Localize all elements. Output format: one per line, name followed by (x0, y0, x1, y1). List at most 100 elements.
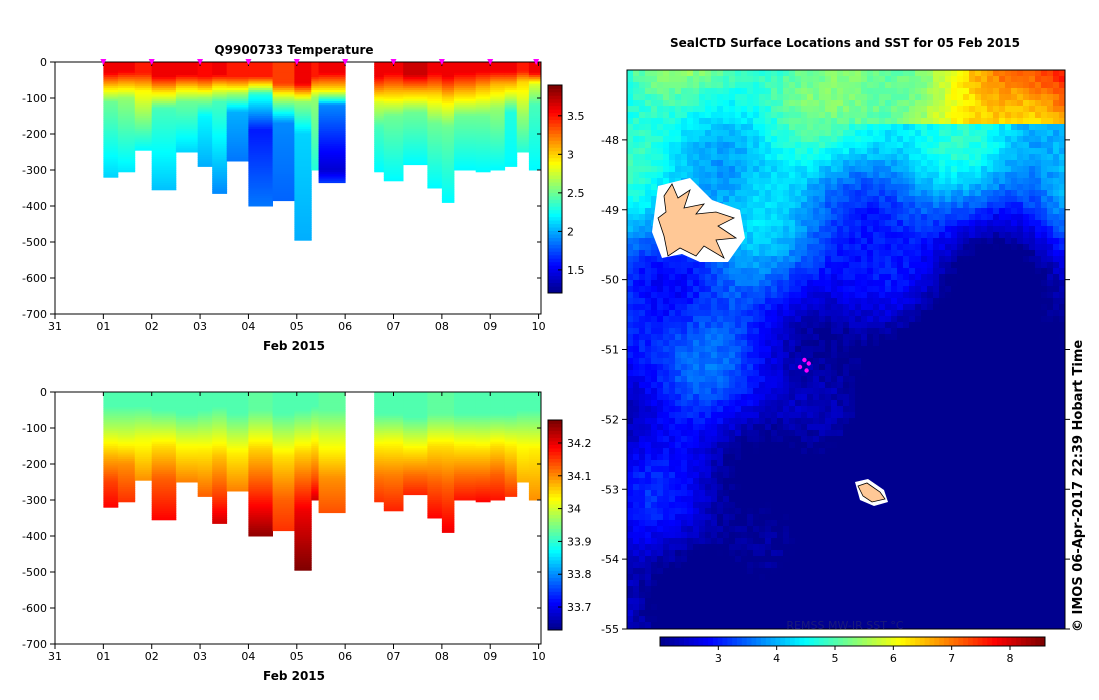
sst-cell (1029, 190, 1036, 197)
sst-cell (1005, 202, 1012, 209)
temperature-profile-22-cell (516, 116, 530, 119)
salinity-profile-9-cell (272, 417, 295, 421)
temperature-colorbar-segment (548, 209, 562, 214)
temperature-profile-6-cell (212, 165, 228, 169)
sst-cell (1035, 220, 1042, 227)
temperature-profile-6-cell (212, 77, 228, 80)
temperature-profile-3-cell (151, 137, 177, 141)
temperature-profile-11-cell (311, 163, 319, 167)
sst-cell (903, 148, 910, 155)
sst-cell (957, 76, 964, 83)
sst-cell (627, 136, 634, 143)
sst-cell (627, 112, 634, 119)
salinity-profile-21-cell (504, 426, 518, 430)
sst-cell (783, 100, 790, 107)
sst-cell (993, 70, 1000, 77)
sst-cell (693, 76, 700, 83)
salinity-profile-18-cell (454, 482, 477, 486)
sst-cell (1047, 118, 1054, 125)
salinity-profile-5-cell (197, 487, 213, 490)
sst-cell (999, 118, 1006, 125)
sst-cell (1017, 214, 1024, 221)
salinity-colorbar-segment (548, 626, 562, 631)
salinity-colorbar-segment (548, 570, 562, 575)
salinity-profile-10-cell (294, 394, 312, 397)
sst-cell (663, 142, 670, 149)
temperature-profile-19-cell (475, 150, 491, 154)
salinity-profile-12-cell (318, 450, 346, 453)
temperature-xlabel: Feb 2015 (263, 339, 325, 353)
temperature-profile-4-cell (175, 90, 199, 93)
temperature-profile-21-cell (504, 66, 518, 69)
sst-cell (975, 76, 982, 83)
sst-cell (765, 190, 772, 197)
temperature-profile-17-cell (441, 139, 455, 143)
sst-cell (897, 136, 904, 143)
salinity-profile-8-cell (248, 482, 273, 486)
salinity-profile-18-cell (454, 433, 477, 436)
salinity-profile-8-cell (248, 454, 273, 458)
sst-cell (837, 94, 844, 101)
temperature-profile-2-cell (134, 85, 153, 89)
sst-cell (759, 118, 766, 125)
temperature-profile-17-cell (441, 72, 455, 76)
salinity-profile-20-cell (490, 448, 506, 451)
salinity-profile-16-cell (427, 469, 443, 473)
temperature-profile-16-cell (427, 96, 443, 100)
sst-cell (789, 76, 796, 83)
salinity-profile-15-cell (403, 448, 428, 451)
salinity-profile-18-cell (454, 469, 477, 473)
sst-cell (927, 118, 934, 125)
temperature-profile-22-cell (516, 75, 530, 78)
temperature-profile-7-cell (226, 146, 249, 149)
sst-cell (693, 88, 700, 95)
temperature-profile-14-cell (383, 96, 404, 100)
salinity-profile-6-cell (212, 461, 228, 464)
sst-cell (903, 172, 910, 179)
temperature-profile-17-cell (441, 81, 455, 85)
salinity-profile-23-cell (528, 461, 541, 464)
temperature-profile-11-cell (311, 154, 319, 158)
salinity-profile-6-cell (212, 398, 228, 402)
salinity-profile-19-cell (475, 454, 491, 458)
sst-cell (1005, 82, 1012, 89)
salinity-profile-1-cell (117, 452, 136, 456)
temperature-profile-0-cell (103, 141, 119, 145)
temperature-profile-16-cell (427, 118, 443, 121)
salinity-profile-1-cell (117, 456, 136, 460)
salinity-profile-20-cell (490, 411, 506, 415)
salinity-profile-3-cell (151, 489, 177, 492)
sst-cell (1011, 88, 1018, 95)
sst-cell (753, 130, 760, 137)
salinity-profile-18-cell (454, 459, 477, 462)
sst-cell (945, 112, 952, 119)
salinity-profile-9-cell (272, 454, 295, 458)
salinity-profile-12-cell (318, 413, 346, 417)
sst-cell (765, 124, 772, 131)
sst-cell (999, 130, 1006, 137)
temperature-profile-6-cell (212, 187, 228, 190)
sst-cell (879, 166, 886, 173)
sst-cell (1059, 118, 1065, 125)
salinity-profile-23-cell (528, 493, 541, 497)
salinity-xlabel: Feb 2015 (263, 669, 325, 683)
sst-cell (801, 214, 808, 221)
sst-cell (1005, 94, 1012, 101)
temperature-colorbar-segment (548, 175, 562, 179)
salinity-profile-6-cell (212, 465, 228, 469)
sst-cell (975, 166, 982, 173)
sst-cell (927, 130, 934, 137)
salinity-profile-9-cell (272, 411, 295, 415)
temperature-profile-8-cell (248, 189, 273, 193)
sst-cell (855, 154, 862, 161)
temperature-profile-19-cell (475, 103, 491, 106)
salinity-profile-20-cell (490, 417, 506, 421)
salinity-profile-5-cell (197, 482, 213, 486)
temperature-colorbar-segment (548, 178, 562, 183)
sst-cell (933, 124, 940, 131)
salinity-profile-23-cell (528, 463, 541, 466)
sst-cell (897, 202, 904, 209)
temperature-profile-14-cell (383, 111, 404, 115)
salinity-profile-7-cell (226, 446, 249, 449)
sst-cell (1029, 76, 1036, 83)
